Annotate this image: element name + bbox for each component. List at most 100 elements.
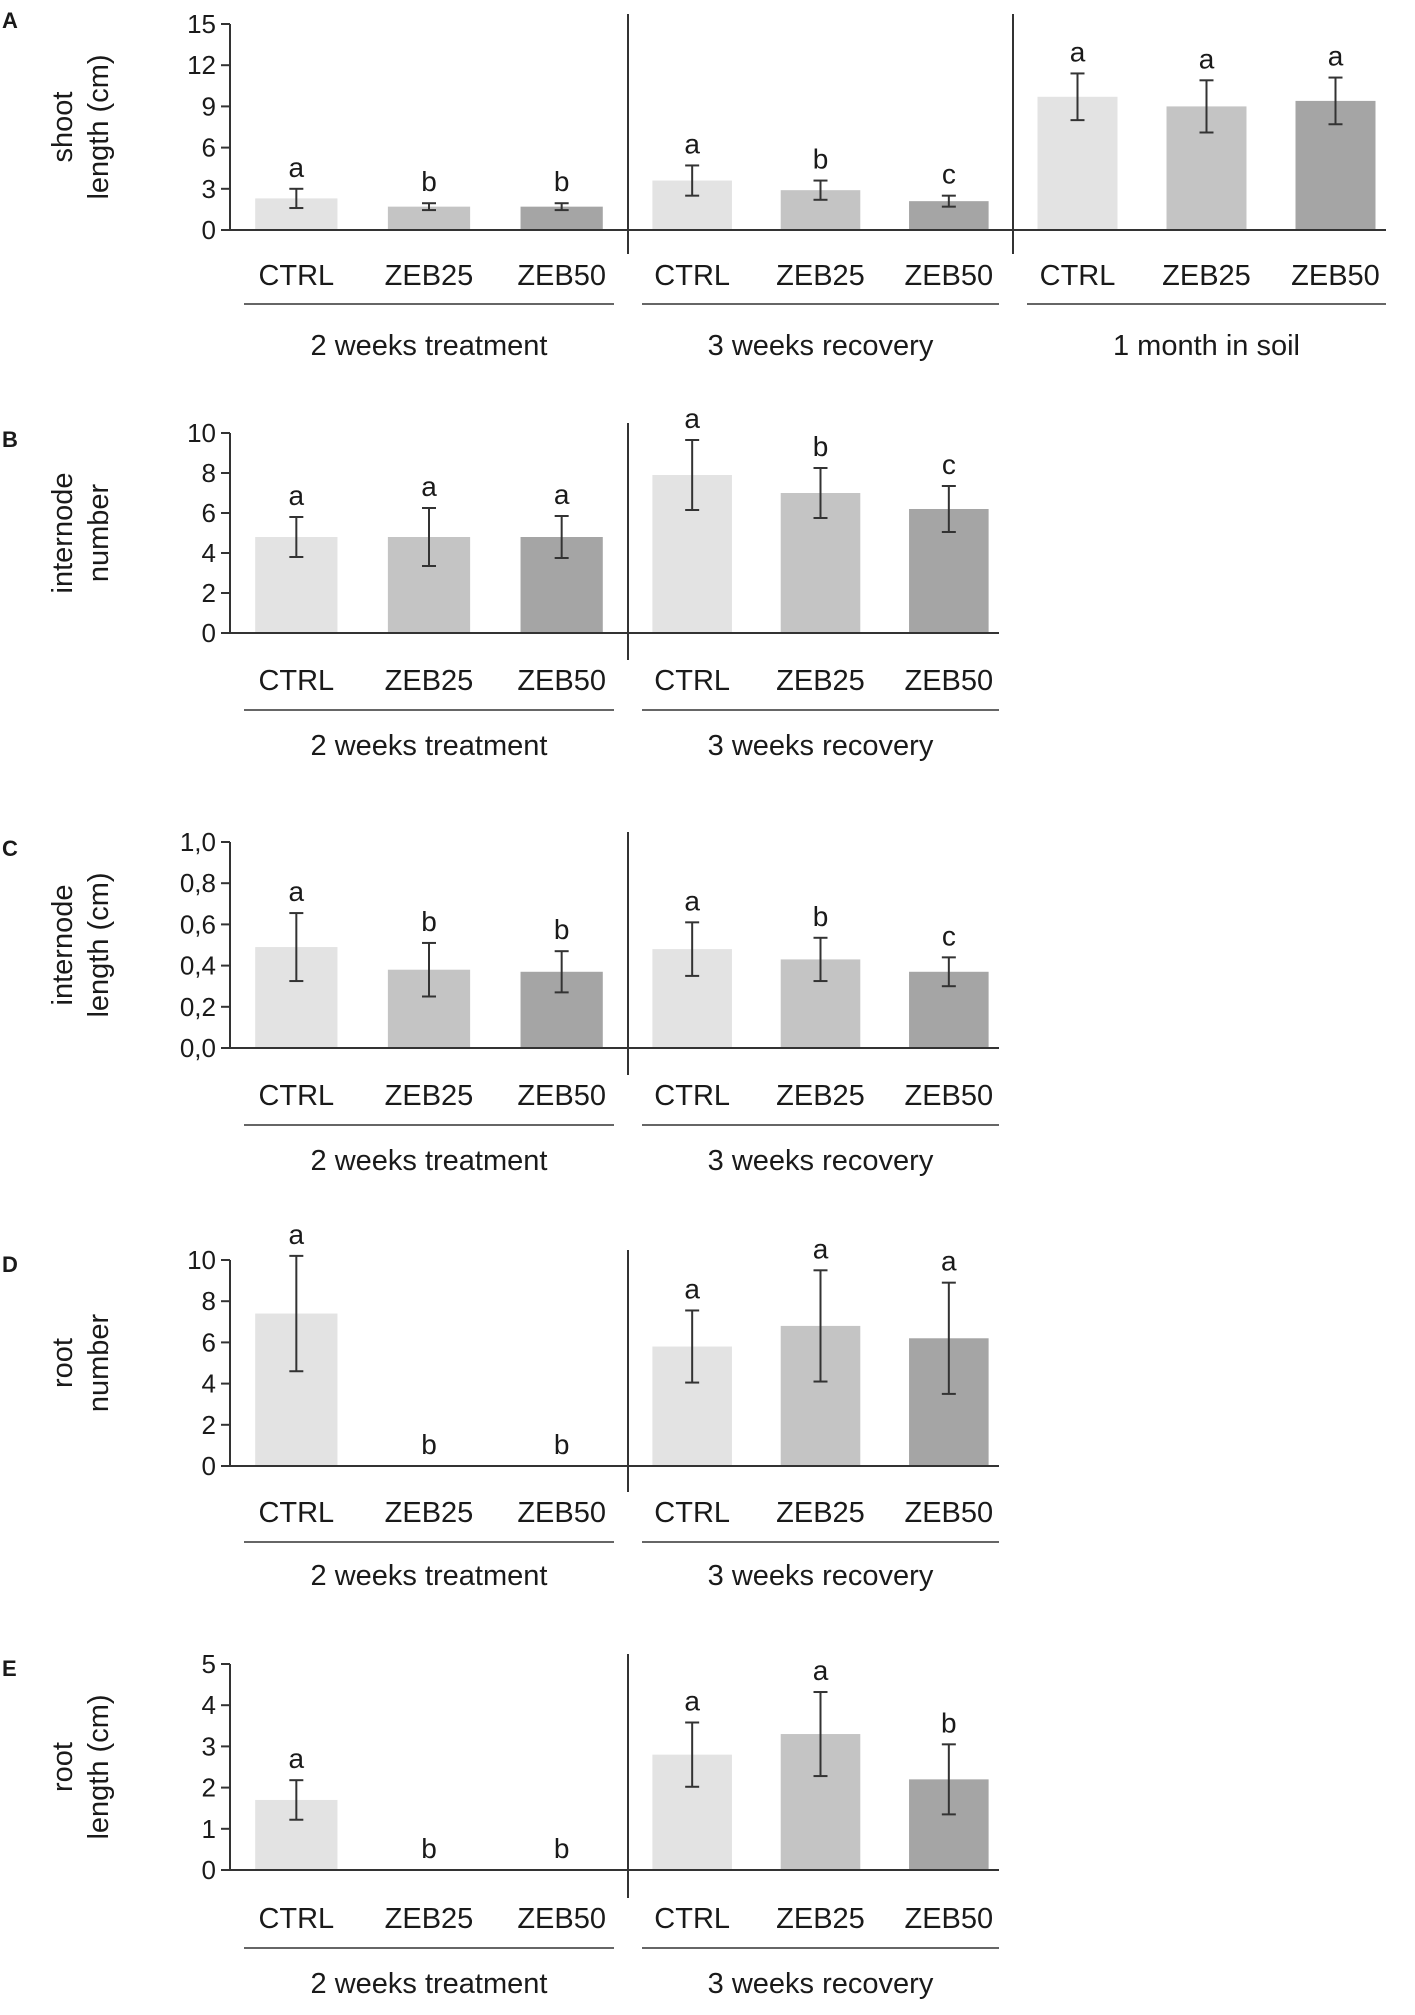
x-category-label: CTRL	[258, 1497, 334, 1529]
x-category-label: ZEB50	[1291, 260, 1380, 292]
y-axis-label: root	[47, 1338, 79, 1388]
y-axis-label: number	[83, 1313, 115, 1412]
significance-letter: a	[684, 1686, 700, 1717]
y-tick-label: 10	[187, 418, 216, 448]
significance-letter: a	[289, 480, 305, 511]
y-tick-label: 0	[202, 215, 216, 245]
y-tick-label: 3	[202, 1731, 216, 1761]
x-category-label: CTRL	[258, 1080, 334, 1112]
x-category-label: CTRL	[654, 1497, 730, 1529]
significance-letter: a	[1070, 36, 1086, 67]
x-category-label: CTRL	[1040, 260, 1116, 292]
significance-letter: b	[421, 906, 437, 937]
significance-letter: c	[942, 449, 956, 480]
group-label: 2 weeks treatment	[311, 730, 548, 762]
significance-letter: b	[554, 1833, 570, 1864]
group-label: 2 weeks treatment	[311, 330, 548, 362]
y-tick-label: 0,2	[180, 992, 216, 1022]
significance-letter: a	[684, 885, 700, 916]
y-axis-label: length (cm)	[83, 872, 115, 1017]
x-category-label: CTRL	[654, 665, 730, 697]
x-category-label: ZEB25	[385, 1080, 474, 1112]
significance-letter: a	[813, 1233, 829, 1264]
y-axis-label: length (cm)	[83, 1694, 115, 1839]
bar	[520, 206, 603, 230]
group-label: 3 weeks recovery	[708, 730, 934, 762]
x-category-label: ZEB25	[385, 260, 474, 292]
y-tick-label: 6	[202, 133, 216, 163]
group-label: 3 weeks recovery	[708, 1145, 934, 1177]
y-tick-label: 0	[202, 1451, 216, 1481]
y-tick-label: 2	[202, 1410, 216, 1440]
x-category-label: CTRL	[258, 665, 334, 697]
significance-letter: b	[554, 914, 570, 945]
significance-letter: a	[1328, 41, 1344, 72]
y-tick-label: 5	[202, 1649, 216, 1679]
group-label: 3 weeks recovery	[708, 1560, 934, 1592]
x-category-label: ZEB25	[1162, 260, 1251, 292]
significance-letter: c	[942, 159, 956, 190]
x-category-label: ZEB50	[517, 1080, 606, 1112]
significance-letter: b	[421, 166, 437, 197]
significance-letter: a	[289, 1219, 305, 1250]
x-category-label: ZEB25	[776, 1903, 865, 1935]
x-category-label: ZEB25	[776, 1497, 865, 1529]
y-tick-label: 2	[202, 578, 216, 608]
significance-letter: a	[421, 471, 437, 502]
significance-letter: a	[941, 1246, 957, 1277]
group-label: 3 weeks recovery	[708, 1968, 934, 2000]
significance-letter: a	[684, 128, 700, 159]
significance-letter: a	[554, 479, 570, 510]
bar	[387, 206, 471, 230]
panel-letter-d: D	[2, 1252, 18, 1277]
x-category-label: ZEB25	[385, 1497, 474, 1529]
y-axis-label: number	[83, 483, 115, 582]
x-category-label: ZEB50	[904, 1080, 993, 1112]
y-tick-label: 0	[202, 1855, 216, 1885]
x-category-label: CTRL	[258, 260, 334, 292]
x-category-label: ZEB50	[517, 260, 606, 292]
significance-letter: b	[813, 901, 829, 932]
y-tick-label: 10	[187, 1245, 216, 1275]
panel-letter-c: C	[2, 836, 18, 861]
y-tick-label: 0	[202, 618, 216, 648]
x-category-label: ZEB25	[385, 1903, 474, 1935]
y-tick-label: 8	[202, 458, 216, 488]
significance-letter: b	[554, 166, 570, 197]
group-label: 2 weeks treatment	[311, 1968, 548, 2000]
significance-letter: b	[941, 1707, 957, 1738]
significance-letter: a	[289, 152, 305, 183]
significance-letter: c	[942, 920, 956, 951]
y-tick-label: 9	[202, 91, 216, 121]
significance-letter: a	[684, 403, 700, 434]
panel-e: E 0 1 2 3 4 5 root length (cm) a CTRL b ZEB25 b ZEB50 2…	[2, 1649, 999, 2000]
x-category-label: ZEB50	[904, 665, 993, 697]
group-label: 1 month in soil	[1113, 330, 1300, 362]
panel-a: A 0 3 6 9 12 15 shoot length (cm) a CTRL b ZEB25 b ZEB…	[2, 8, 1386, 362]
x-category-label: ZEB50	[904, 1497, 993, 1529]
y-tick-label: 4	[202, 1690, 216, 1720]
y-tick-label: 3	[202, 174, 216, 204]
panel-letter-a: A	[2, 8, 18, 33]
y-tick-label: 4	[202, 1369, 216, 1399]
y-tick-label: 12	[187, 50, 216, 80]
x-category-label: CTRL	[654, 260, 730, 292]
x-category-label: CTRL	[258, 1903, 334, 1935]
y-tick-label: 4	[202, 538, 216, 568]
y-tick-label: 2	[202, 1773, 216, 1803]
y-tick-label: 8	[202, 1286, 216, 1316]
panel-b: B 0 2 4 6 8 10 internode number a CTRL a ZEB25 a ZEB50…	[2, 403, 999, 762]
panel-c: C 0,0 0,2 0,4 0,6 0,8 1,0 internode length (cm) a…	[2, 827, 999, 1177]
x-category-label: ZEB25	[776, 1080, 865, 1112]
x-category-label: ZEB50	[904, 1903, 993, 1935]
y-axis-label: root	[47, 1742, 79, 1792]
significance-letter: b	[421, 1833, 437, 1864]
x-category-label: ZEB50	[904, 260, 993, 292]
y-tick-label: 0,6	[180, 909, 216, 939]
significance-letter: a	[289, 876, 305, 907]
significance-letter: b	[554, 1429, 570, 1460]
y-axis-label: shoot	[47, 92, 79, 163]
x-category-label: CTRL	[654, 1903, 730, 1935]
significance-letter: a	[813, 1655, 829, 1686]
